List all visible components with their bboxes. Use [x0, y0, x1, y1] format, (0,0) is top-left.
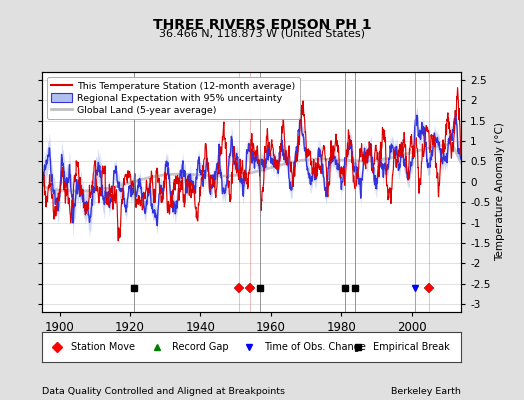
- Text: Time of Obs. Change: Time of Obs. Change: [264, 342, 366, 352]
- Text: 36.466 N, 118.873 W (United States): 36.466 N, 118.873 W (United States): [159, 29, 365, 39]
- Text: Data Quality Controlled and Aligned at Breakpoints: Data Quality Controlled and Aligned at B…: [42, 387, 285, 396]
- Text: Station Move: Station Move: [71, 342, 135, 352]
- Text: Empirical Break: Empirical Break: [373, 342, 450, 352]
- Legend: This Temperature Station (12-month average), Regional Expectation with 95% uncer: This Temperature Station (12-month avera…: [47, 77, 300, 119]
- Text: THREE RIVERS EDISON PH 1: THREE RIVERS EDISON PH 1: [152, 18, 372, 32]
- Text: Berkeley Earth: Berkeley Earth: [391, 387, 461, 396]
- Y-axis label: Temperature Anomaly (°C): Temperature Anomaly (°C): [495, 122, 505, 262]
- Text: Record Gap: Record Gap: [172, 342, 228, 352]
